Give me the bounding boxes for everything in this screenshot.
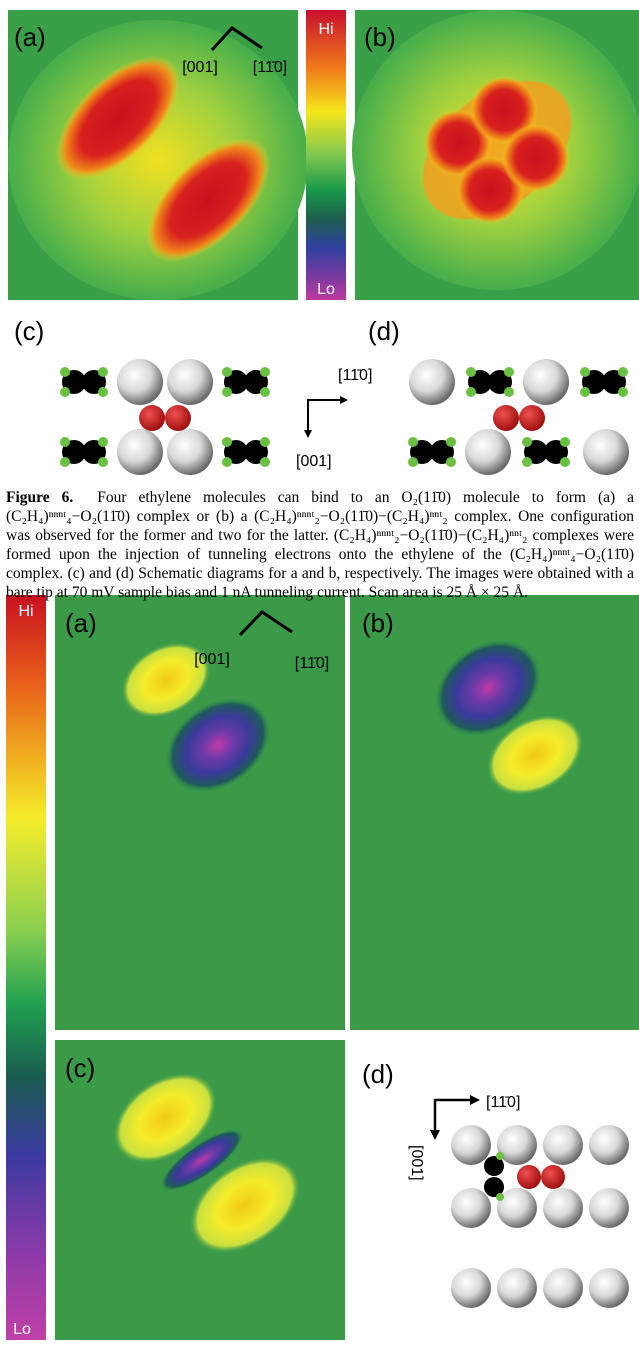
caption: Figure 6. Four ethylene molecules can bi… [6,488,634,602]
axes-arrows [304,396,348,438]
axis-label: [11̄0] [338,367,372,384]
colorbar-label: Hi [18,603,33,620]
panel-label: (b) [362,608,394,638]
axis-label: [001] [194,651,230,668]
caption-text: Four ethylene molecules can bind to an O… [6,489,635,601]
axis-label: [11̄0] [295,655,329,672]
colorbar [6,595,46,1340]
panel-label: (d) [368,316,400,346]
colorbar-label: Hi [318,21,333,38]
axes-arrows [430,1095,480,1140]
axis-label: [001] [296,453,332,470]
schematic-d [451,1125,629,1308]
panel-label: (b) [364,22,396,52]
stm-image-c [55,1040,345,1340]
panel-label: (c) [65,1053,95,1083]
stm-image-b [350,595,639,1030]
stm-image-a [8,10,308,300]
panel-label: (d) [362,1059,394,1089]
stm-image-a [55,595,345,1030]
schematic-c [60,359,270,475]
axis-label: [001] [182,59,218,76]
panel-label: (a) [65,608,97,638]
colorbar-label: Lo [13,1321,31,1338]
axis-label: [11̄0] [253,59,287,76]
axis-label: [001] [408,1145,425,1181]
axis-label: [11̄0] [486,1094,520,1111]
colorbar-label: Lo [317,281,335,298]
panel-label: (c) [14,316,44,346]
caption-label: Figure 6. [6,489,74,506]
panel-label: (a) [14,22,46,52]
stm-image-b [352,10,639,300]
schematic-d [408,359,629,475]
colorbar [306,10,346,300]
